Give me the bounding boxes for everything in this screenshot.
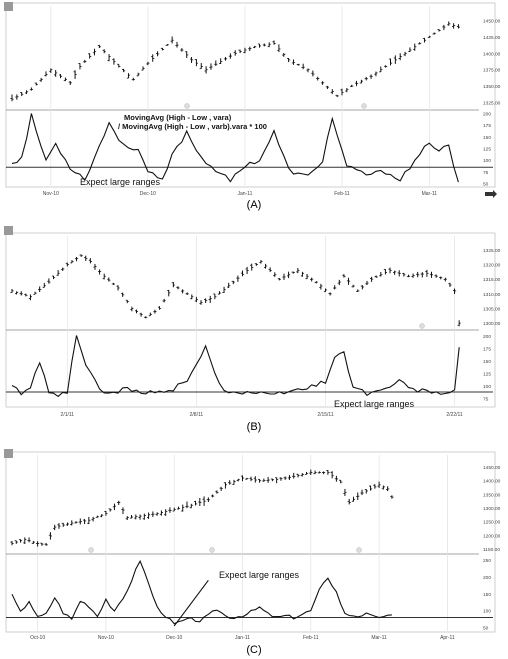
chart-b-price-tick-label: 1310.00 bbox=[483, 292, 501, 298]
chart-a-price-tick-label: 1425.00 bbox=[483, 35, 501, 41]
chart-c-toolbar-icon bbox=[4, 449, 13, 458]
chart-a-indicator-tick-label: 100 bbox=[483, 158, 491, 164]
chart-c-indicator-tick-label: 200 bbox=[483, 575, 491, 581]
chart-a-annotation: MovingAvg (High - Low , vara) bbox=[124, 113, 232, 122]
chart-b-indicator-tick-label: 150 bbox=[483, 359, 491, 365]
chart-c-marker-dot bbox=[88, 547, 94, 553]
chart-c-indicator-tick-label: 250 bbox=[483, 558, 491, 564]
chart-a-indicator-tick-label: 175 bbox=[483, 123, 491, 129]
chart-c-price-tick-label: 1400.00 bbox=[483, 479, 501, 485]
chart-a-x-tick-label: Nov-10 bbox=[43, 191, 59, 197]
chart-c-price-tick-label: 1450.00 bbox=[483, 465, 501, 471]
chart-a-marker-dot bbox=[184, 103, 190, 109]
chart-b-price-tick-label: 1325.00 bbox=[483, 248, 501, 254]
chart-b-indicator-tick-label: 175 bbox=[483, 347, 491, 353]
chart-b-toolbar-icon bbox=[4, 226, 13, 235]
chart-a-indicator-tick-label: 200 bbox=[483, 111, 491, 117]
chart-b-price-tick-label: 1315.00 bbox=[483, 277, 501, 283]
chart-c-x-tick-label: Jan-11 bbox=[235, 635, 250, 641]
chart-a-indicator-tick-label: 75 bbox=[483, 170, 489, 176]
chart-b-caption: (B) bbox=[246, 421, 262, 433]
chart-b-indicator-line bbox=[11, 335, 460, 398]
chart-b-annotation: Expect large ranges bbox=[334, 399, 415, 409]
chart-a-frame bbox=[5, 2, 496, 188]
chart-b-indicator-tick-label: 75 bbox=[483, 397, 489, 403]
chart-c-caption: (C) bbox=[246, 644, 262, 656]
chart-a-scroll-arrow-icon bbox=[485, 190, 497, 198]
chart-a-price-tick-label: 1325.00 bbox=[483, 100, 501, 106]
chart-b-price-tick-label: 1320.00 bbox=[483, 263, 501, 269]
chart-b-x-tick-label: 2/1/11 bbox=[61, 412, 75, 418]
chart-b-indicator-tick-label: 125 bbox=[483, 372, 491, 378]
chart-a-marker-dot bbox=[361, 103, 367, 109]
chart-a-toolbar-icon bbox=[4, 2, 13, 11]
chart-c-indicator-tick-label: 150 bbox=[483, 592, 491, 598]
chart-c-indicator-tick-label: 100 bbox=[483, 609, 491, 615]
chart-b-price-tick-label: 1305.00 bbox=[483, 306, 501, 312]
chart-c-price-tick-label: 1200.00 bbox=[483, 533, 501, 539]
chart-a-annotation: Expect large ranges bbox=[80, 177, 161, 187]
chart-a-x-tick-label: Dec-10 bbox=[140, 191, 156, 197]
chart-c-x-tick-label: Apr-11 bbox=[440, 635, 455, 641]
chart-c-price-tick-label: 1350.00 bbox=[483, 492, 501, 498]
chart-c-x-tick-label: Mar-11 bbox=[371, 635, 387, 641]
chart-a-annotation: / MovingAvg (High - Low , varb).vara * 1… bbox=[118, 122, 267, 131]
chart-a-price-tick-label: 1400.00 bbox=[483, 51, 501, 57]
chart-panel-b: 2/1/11 2/8/11 2/15/11 2/22/11 1325.00 1320.00… bbox=[4, 226, 501, 418]
chart-c-x-tick-label: Nov-10 bbox=[98, 635, 114, 641]
chart-b-svg: 2/1/11 2/8/11 2/15/11 2/22/11 1325.00 1320.00… bbox=[4, 226, 501, 418]
chart-a-caption: (A) bbox=[246, 199, 262, 211]
chart-a-x-tick-label: Jan-11 bbox=[237, 191, 252, 197]
chart-c-indicator-tick-label: 50 bbox=[483, 626, 489, 632]
chart-c-extra-segment bbox=[173, 580, 209, 627]
chart-a-svg: Nov-10 Dec-10 Jan-11 Feb-11 Mar-11 1450.00 142… bbox=[4, 2, 501, 198]
chart-panel-c: Oct-10 Nov-10 Dec-10 Jan-11 Feb-11 Mar-11 Apr-… bbox=[4, 449, 501, 641]
chart-b-marker-dot bbox=[419, 323, 425, 329]
chart-b-price-tick-label: 1300.00 bbox=[483, 321, 501, 327]
chart-c-x-tick-label: Oct-10 bbox=[30, 635, 45, 641]
chart-c-marker-dot bbox=[209, 547, 215, 553]
chart-a-indicator-tick-label: 125 bbox=[483, 147, 491, 153]
chart-a-x-tick-label: Mar-11 bbox=[422, 191, 438, 197]
chart-c-x-tick-label: Dec-10 bbox=[166, 635, 182, 641]
chart-b-indicator-tick-label: 200 bbox=[483, 334, 491, 340]
chart-a-x-tick-label: Feb-11 bbox=[334, 191, 350, 197]
chart-b-indicator-tick-label: 100 bbox=[483, 384, 491, 390]
chart-c-price-tick-label: 1250.00 bbox=[483, 520, 501, 526]
chart-c-marker-dot bbox=[356, 547, 362, 553]
chart-a-indicator-tick-label: 50 bbox=[483, 182, 489, 188]
chart-c-frame bbox=[5, 451, 496, 633]
chart-a-price-tick-label: 1375.00 bbox=[483, 68, 501, 74]
chart-a-indicator-line bbox=[11, 113, 459, 183]
chart-a-price-tick-label: 1350.00 bbox=[483, 84, 501, 90]
chart-b-x-tick-label: 2/15/11 bbox=[317, 412, 334, 418]
chart-panel-a: Nov-10 Dec-10 Jan-11 Feb-11 Mar-11 1450.00 142… bbox=[4, 2, 501, 198]
chart-c-svg: Oct-10 Nov-10 Dec-10 Jan-11 Feb-11 Mar-11 Apr-… bbox=[4, 449, 501, 641]
chart-b-frame bbox=[5, 232, 496, 408]
chart-c-annotation: Expect large ranges bbox=[219, 570, 300, 580]
chart-a-indicator-tick-label: 150 bbox=[483, 135, 491, 141]
chart-c-x-tick-label: Feb-11 bbox=[303, 635, 319, 641]
chart-c-price-tick-label: 1300.00 bbox=[483, 506, 501, 512]
chart-a-price-tick-label: 1450.00 bbox=[483, 19, 501, 25]
chart-b-x-tick-label: 2/8/11 bbox=[190, 412, 204, 418]
chart-c-price-tick-label: 1150.00 bbox=[483, 547, 500, 553]
chart-c-indicator-line bbox=[11, 559, 392, 625]
chart-b-x-tick-label: 2/22/11 bbox=[446, 412, 463, 418]
